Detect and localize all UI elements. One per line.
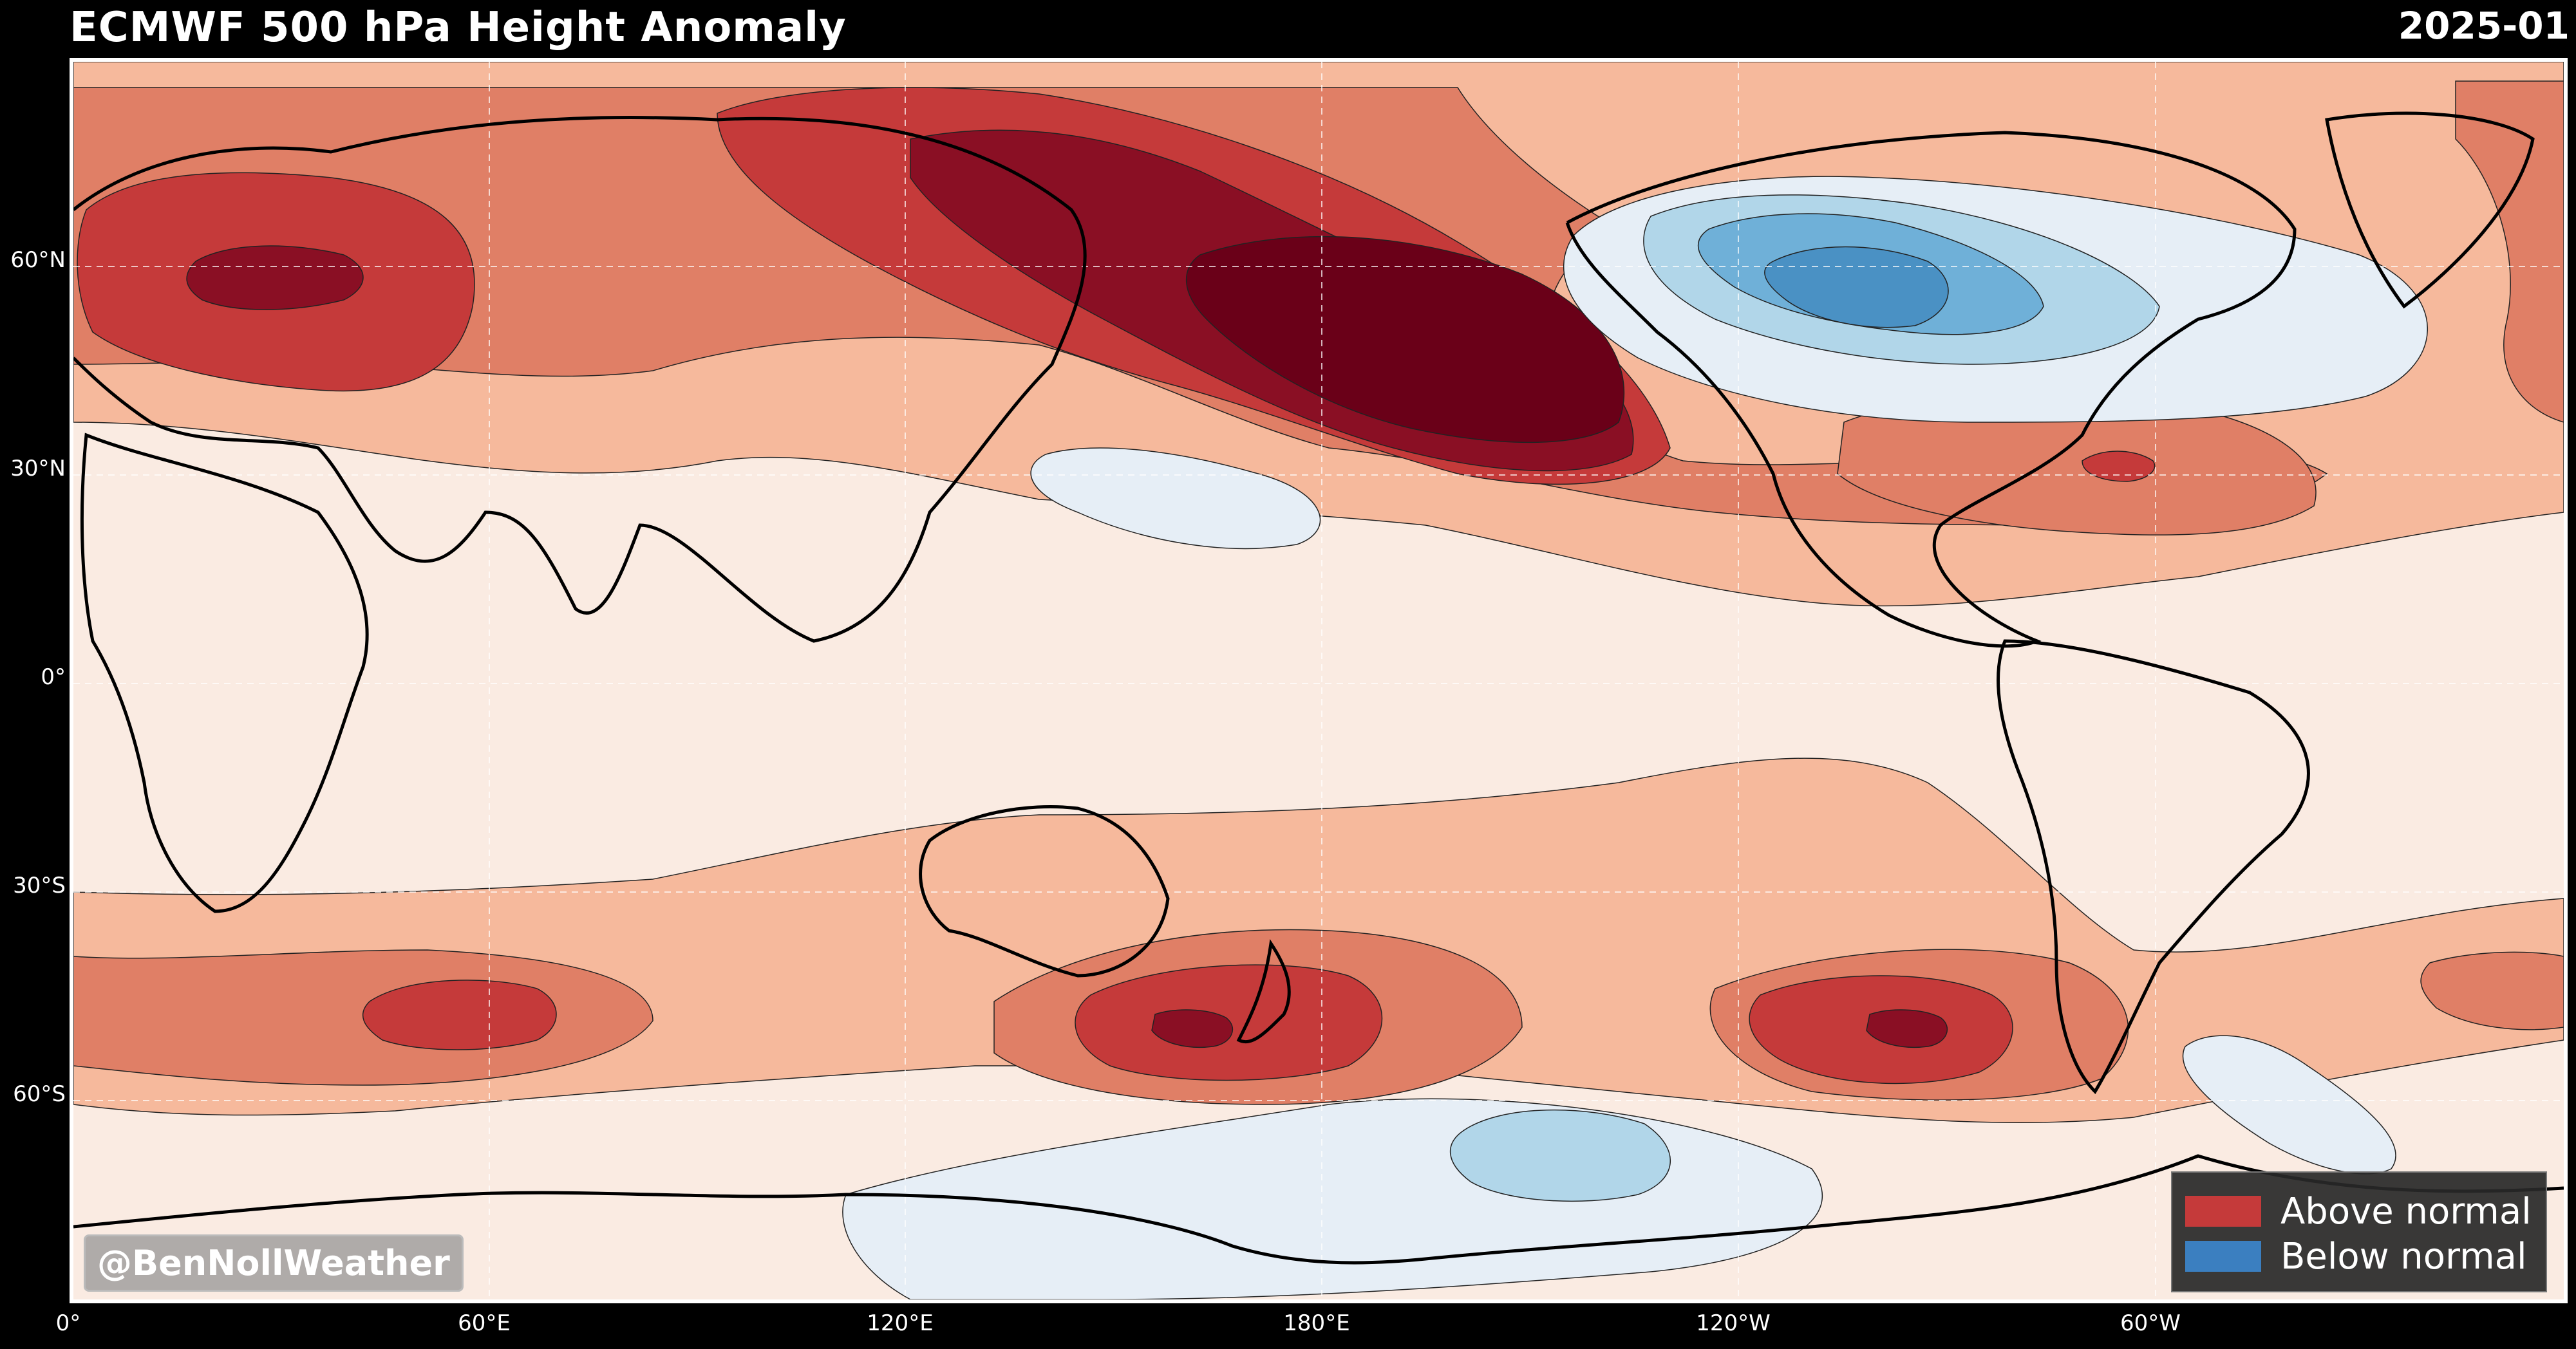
lat-label-60s: 60°S [13,1081,66,1107]
anomaly-pos4-south-pacific-west [1151,1009,1233,1048]
lon-label-120w: 120°W [1696,1310,1771,1336]
graticule [73,62,2564,1299]
lon-label-0: 0° [55,1310,81,1336]
watermark: @BenNollWeather [84,1234,464,1292]
anomaly-neg4-canada [1764,246,1949,328]
coast-new-zealand [1236,939,1291,1044]
coast-south-america [1997,639,2310,1095]
coast-europe-asia [73,116,1087,643]
map-title: ECMWF 500 hPa Height Anomaly [70,4,847,51]
lon-label-180: 180°E [1283,1310,1350,1336]
coast-antarctica [73,1154,2564,1265]
lat-label-equator: 0° [41,664,66,690]
lon-label-60w: 60°W [2120,1310,2181,1336]
anomaly-pos4-europe [186,245,364,310]
legend-item-above: Above normal [2185,1190,2532,1233]
legend-swatch-above [2185,1196,2261,1227]
legend: Above normal Below normal [2171,1171,2547,1292]
legend-label-above: Above normal [2280,1190,2532,1233]
date-label: 2025-01 [2398,4,2570,48]
coast-australia [919,805,1170,978]
coast-north-america [1565,131,2297,648]
anomaly-neg1-subtropical-pacific [1030,447,1321,550]
legend-label-below: Below normal [2280,1235,2527,1278]
anomaly-neg1-south-atlantic [2182,1035,2396,1175]
anomaly-neg2-southern-ocean [1449,1109,1671,1202]
lon-label-120e: 120°E [867,1310,934,1336]
lat-label-60n: 60°N [10,247,66,273]
coast-africa [80,433,369,913]
map-frame [70,58,2568,1303]
anomaly-pos5-north-pacific [1186,236,1625,443]
anomaly-map [73,62,2564,1299]
anomaly-pos2-atlantic [2455,80,2564,423]
anomaly-pos4-south-pacific-east [1866,1009,1948,1048]
lon-label-60e: 60°E [458,1310,511,1336]
lat-label-30s: 30°S [13,873,66,898]
anomaly-pos2-south-atlantic [2420,951,2564,1030]
lat-label-30n: 30°N [10,456,66,481]
coast-greenland [2325,111,2535,309]
legend-swatch-below [2185,1241,2261,1272]
anomaly-pos3-us-east [2082,451,2156,482]
legend-item-below: Below normal [2185,1235,2527,1278]
anomaly-pos3-south-indian [362,980,557,1050]
coastlines [73,111,2564,1265]
